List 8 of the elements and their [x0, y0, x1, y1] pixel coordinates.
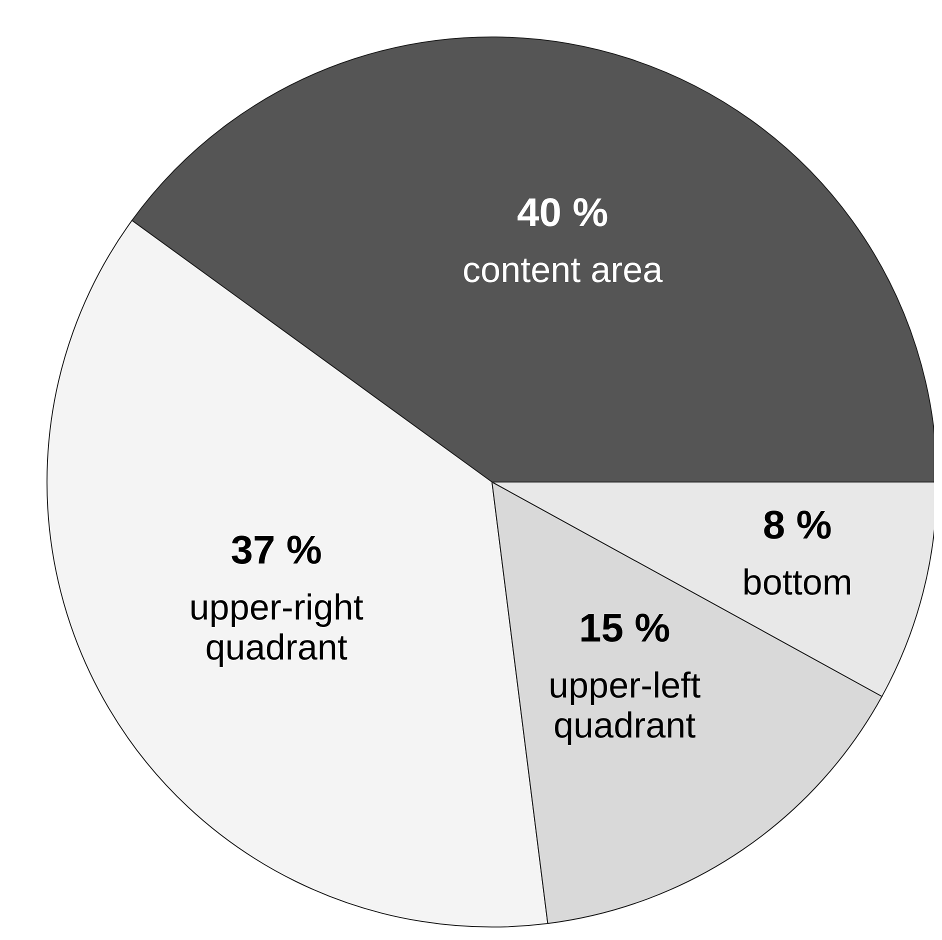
data-label: 40 % — [517, 191, 608, 236]
slice-label: bottom — [742, 562, 852, 603]
data-label: 15 % — [578, 606, 670, 650]
slice-label: upper-right quadrant — [189, 586, 364, 668]
slice-label: upper-left quadrant — [548, 664, 701, 746]
data-label: 8 % — [762, 504, 832, 548]
data-label: 37 % — [230, 528, 322, 573]
slice-label: content area — [462, 249, 664, 290]
